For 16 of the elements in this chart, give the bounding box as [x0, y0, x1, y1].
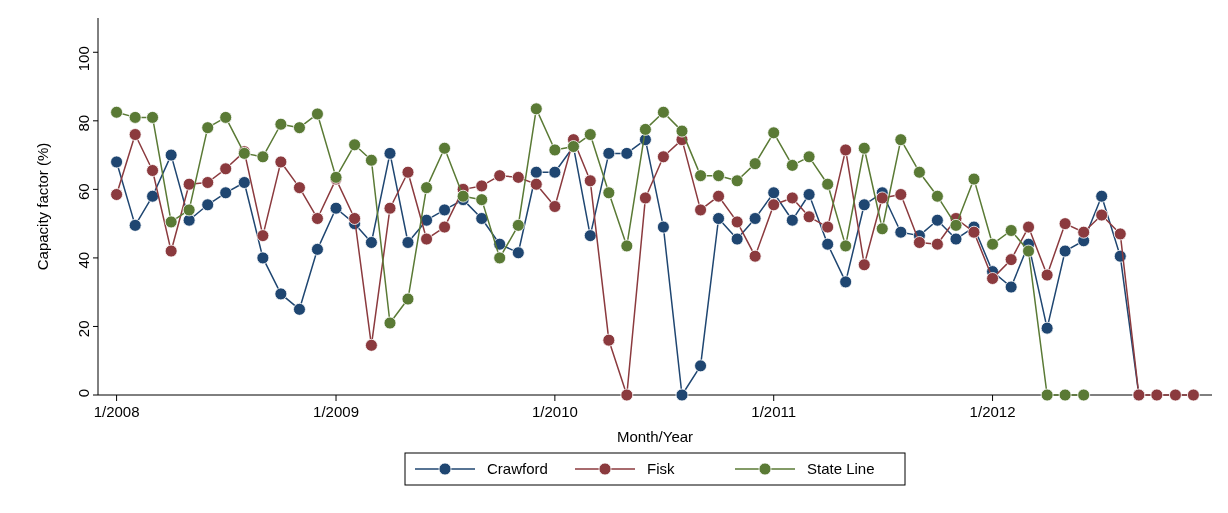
- y-tick-label: 0: [75, 389, 93, 398]
- legend-label: State Line: [807, 460, 875, 478]
- legend-label: Fisk: [647, 460, 675, 478]
- y-tick-label: 40: [75, 251, 93, 269]
- y-tick-label: 100: [75, 46, 93, 72]
- y-tick-label: 20: [75, 320, 93, 338]
- x-tick-label: 1/2009: [313, 403, 359, 420]
- y-axis-title: Capacity factor (%): [34, 142, 51, 271]
- x-tick-label: 1/2012: [969, 403, 1016, 420]
- x-axis-title: Month/Year: [616, 428, 694, 445]
- y-tick-label: 60: [75, 183, 93, 201]
- x-tick-label: 1/2010: [531, 403, 578, 420]
- legend-label: Crawford: [487, 460, 548, 478]
- x-tick-label: 1/2011: [751, 403, 797, 420]
- y-tick-label: 80: [75, 114, 93, 132]
- x-tick-label: 1/2008: [93, 403, 140, 420]
